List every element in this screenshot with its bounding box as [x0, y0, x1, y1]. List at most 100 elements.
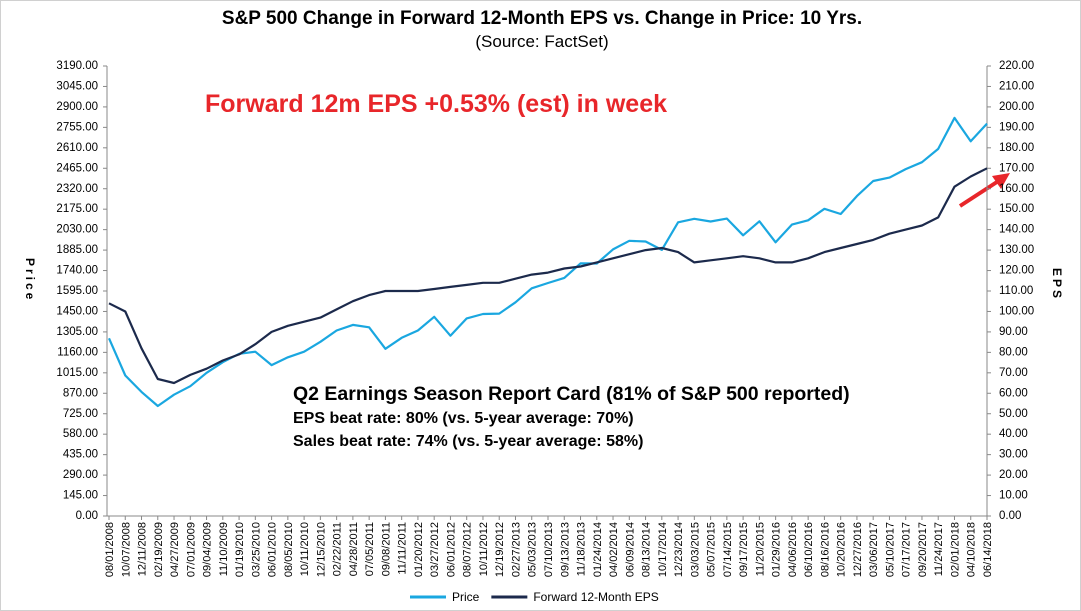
x-tick-label: 06/01/2010 [267, 522, 279, 577]
y2-tick-label: 170.00 [999, 162, 1034, 174]
x-tick-label: 08/01/2008 [104, 522, 116, 577]
y2-tick-label: 50.00 [999, 408, 1028, 420]
x-tick-label: 01/19/2010 [234, 522, 246, 577]
x-tick-label: 01/20/2012 [413, 522, 425, 577]
y2-tick-label: 140.00 [999, 224, 1034, 236]
x-tick-label: 12/11/2008 [137, 522, 149, 576]
annotation: Forward 12m EPS +0.53% (est) in week [205, 90, 667, 118]
x-tick-label: 02/22/2011 [332, 522, 344, 576]
y-tick-label: 2900.00 [56, 101, 98, 113]
chart-subtitle: (Source: FactSet) [475, 32, 608, 51]
y-tick-label: 1015.00 [56, 367, 98, 379]
y2-tick-label: 90.00 [999, 326, 1028, 338]
y-tick-label: 580.00 [63, 428, 98, 440]
y-tick-label: 1740.00 [56, 265, 98, 277]
annotation: Q2 Earnings Season Report Card (81% of S… [293, 383, 850, 405]
x-tick-label: 04/27/2009 [169, 522, 181, 577]
x-tick-label: 07/01/2009 [185, 522, 197, 577]
annotation: Sales beat rate: 74% (vs. 5-year average… [293, 433, 643, 450]
y-tick-label: 0.00 [76, 510, 98, 522]
x-tick-label: 04/02/2014 [608, 522, 620, 577]
x-tick-label: 06/10/2016 [803, 522, 815, 577]
y2-tick-label: 190.00 [999, 121, 1034, 133]
x-tick-label: 11/24/2017 [933, 522, 945, 576]
y-tick-label: 435.00 [63, 449, 98, 461]
x-tick-label: 05/03/2013 [527, 522, 539, 577]
x-tick-label: 09/17/2015 [738, 522, 750, 577]
y-tick-label: 1305.00 [56, 326, 98, 338]
y-tick-label: 1450.00 [56, 305, 98, 317]
x-tick-label: 02/19/2009 [153, 522, 165, 577]
line-series [107, 116, 988, 408]
y2-axis-label: EPS [1050, 268, 1064, 301]
y2-tick-label: 150.00 [999, 203, 1034, 215]
y-axis-label: Price [23, 258, 37, 302]
y-tick-label: 3045.00 [56, 80, 98, 92]
y2-tick-label: 30.00 [999, 449, 1028, 461]
x-tick-label: 02/27/2013 [510, 522, 522, 577]
x-tick-label: 09/13/2013 [559, 522, 571, 577]
arrow [958, 178, 1002, 208]
chart-title: S&P 500 Change in Forward 12-Month EPS v… [222, 8, 862, 29]
legend-label: Forward 12-Month EPS [533, 590, 658, 604]
annotation: EPS beat rate: 80% (vs. 5-year average: … [293, 410, 634, 427]
y-tick-label: 725.00 [63, 408, 98, 420]
x-tick-label: 10/11/2012 [478, 522, 490, 576]
y-tick-label: 3190.00 [56, 60, 98, 72]
x-tick-label: 07/17/2017 [901, 522, 913, 577]
y2-tick-label: 110.00 [999, 285, 1033, 297]
y2-tick-label: 60.00 [999, 387, 1028, 399]
x-tick-label: 12/27/2016 [852, 522, 864, 577]
y-tick-label: 2030.00 [56, 224, 98, 236]
y2-tick-label: 160.00 [999, 183, 1034, 195]
x-tick-label: 04/10/2018 [966, 522, 978, 577]
y-tick-label: 1885.00 [56, 244, 98, 256]
y2-tick-label: 210.00 [999, 80, 1034, 92]
x-tick-label: 06/09/2014 [624, 522, 636, 577]
x-tick-label: 12/23/2014 [673, 522, 685, 577]
x-tick-label: 11/20/2015 [754, 522, 766, 576]
x-tick-label: 01/24/2014 [592, 522, 604, 577]
arrow-head [992, 173, 1010, 189]
x-tick-label: 10/17/2014 [657, 522, 669, 577]
x-tick-label: 07/05/2011 [364, 522, 376, 576]
x-tick-label: 10/07/2008 [120, 522, 132, 577]
x-tick-label: 02/01/2018 [949, 522, 961, 577]
line-series [108, 167, 988, 385]
x-tick-label: 11/18/2013 [576, 522, 588, 576]
legend-label: Price [452, 590, 480, 604]
x-tick-label: 04/06/2016 [787, 522, 799, 577]
x-tick-label: 07/14/2015 [722, 522, 734, 577]
y2-tick-label: 100.00 [999, 305, 1034, 317]
y-tick-label: 870.00 [63, 387, 98, 399]
y-tick-label: 290.00 [63, 469, 98, 481]
y2-tick-label: 200.00 [999, 101, 1034, 113]
x-tick-label: 10/20/2016 [836, 522, 848, 577]
y2-tick-label: 10.00 [999, 490, 1028, 502]
x-tick-label: 01/29/2016 [771, 522, 783, 577]
y2-tick-label: 20.00 [999, 469, 1028, 481]
y-tick-label: 2175.00 [56, 203, 98, 215]
x-tick-label: 05/10/2017 [884, 522, 896, 577]
x-tick-label: 11/11/2011 [397, 522, 409, 575]
y-tick-label: 2755.00 [56, 121, 98, 133]
x-tick-label: 09/20/2017 [917, 522, 929, 577]
y2-tick-label: 220.00 [999, 60, 1034, 72]
x-tick-label: 03/03/2015 [689, 522, 701, 577]
y-tick-label: 1160.00 [57, 346, 98, 358]
y-tick-label: 145.00 [63, 490, 98, 502]
x-tick-label: 08/13/2014 [641, 522, 653, 577]
y2-tick-label: 80.00 [999, 346, 1028, 358]
y-tick-label: 2610.00 [56, 142, 98, 154]
x-tick-label: 12/15/2010 [315, 522, 327, 577]
y2-tick-label: 70.00 [999, 367, 1028, 379]
y-tick-label: 2465.00 [56, 162, 98, 174]
x-tick-label: 05/07/2015 [706, 522, 718, 577]
x-tick-label: 06/14/2018 [982, 522, 994, 577]
x-tick-label: 10/11/2010 [299, 522, 311, 576]
x-tick-label: 08/16/2016 [819, 522, 831, 577]
x-tick-label: 09/08/2011 [380, 522, 392, 576]
y2-tick-label: 0.00 [999, 510, 1021, 522]
